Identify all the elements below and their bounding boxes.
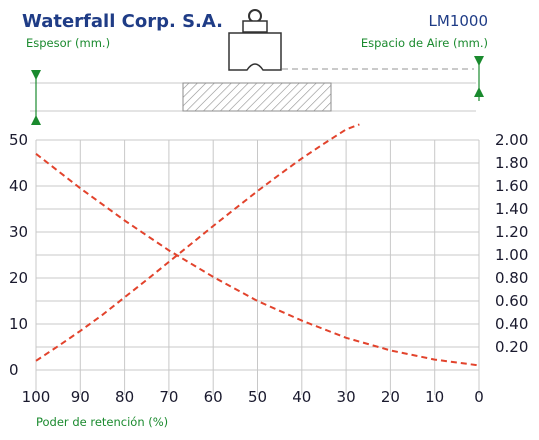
hatched-material-block	[182, 82, 332, 112]
x-axis-title: Poder de retención (%)	[36, 415, 168, 429]
x-tick-label: 100	[22, 388, 51, 406]
thickness-label: Espesor (mm.)	[26, 36, 110, 50]
thickness-marker	[31, 70, 41, 125]
y-left-tick-label: 30	[9, 223, 28, 241]
model-name: LM1000	[429, 12, 488, 30]
y-right-tick-label: 1.00	[495, 246, 528, 264]
arrow-down-icon	[474, 56, 484, 66]
x-tick-label: 60	[204, 388, 223, 406]
y-right-tick-label: 2.00	[495, 131, 528, 149]
x-tick-label: 70	[159, 388, 178, 406]
arrow-up-icon	[474, 87, 484, 97]
arrow-up-icon	[31, 115, 41, 125]
x-tick-label: 80	[115, 388, 134, 406]
y-right-tick-label: 0.40	[495, 315, 528, 333]
y-right-tick-label: 1.60	[495, 177, 528, 195]
x-tick-label: 90	[71, 388, 90, 406]
y-left-tick-label: 10	[9, 315, 28, 333]
x-tick-label: 0	[474, 388, 484, 406]
series-line-right-axis	[35, 153, 480, 367]
company-name: Waterfall Corp. S.A.	[22, 11, 223, 32]
y-right-tick-label: 0.20	[495, 338, 528, 356]
chart-curves	[35, 123, 480, 367]
chart: 100 90 80 70 60 50 40 30 20 10 0504030201002.001.8…	[9, 123, 528, 406]
x-tick-label: 10	[425, 388, 444, 406]
y-right-tick-label: 1.20	[495, 223, 528, 241]
chart-ticks: 100 90 80 70 60 50 40 30 20 10 0504030201002.001.8…	[9, 131, 528, 406]
x-tick-label: 30	[337, 388, 356, 406]
y-left-tick-label: 0	[9, 361, 19, 379]
y-right-tick-label: 0.60	[495, 292, 528, 310]
x-tick-label: 40	[292, 388, 311, 406]
air-gap-label: Espacio de Aire (mm.)	[361, 36, 488, 50]
series-line-left-axis	[35, 123, 360, 362]
x-tick-label: 50	[248, 388, 267, 406]
chart-grid	[35, 139, 480, 395]
y-right-tick-label: 1.40	[495, 200, 528, 218]
y-right-tick-label: 1.80	[495, 154, 528, 172]
y-left-tick-label: 50	[9, 131, 28, 149]
y-right-tick-label: 0.80	[495, 269, 528, 287]
arrow-down-icon	[31, 70, 41, 80]
y-left-tick-label: 20	[9, 269, 28, 287]
y-left-tick-label: 40	[9, 177, 28, 195]
x-tick-label: 20	[381, 388, 400, 406]
magnet-device-icon	[228, 9, 282, 71]
air-gap-marker	[474, 56, 484, 101]
